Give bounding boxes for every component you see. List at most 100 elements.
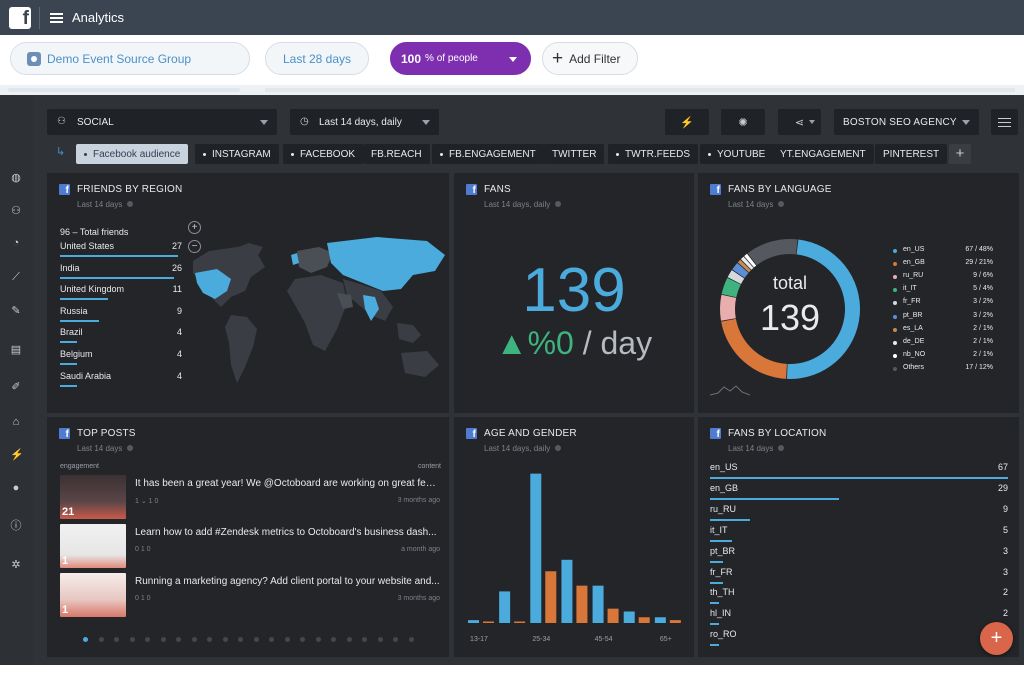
age-bar[interactable] [483,621,494,624]
plug-icon[interactable]: ⚡ [10,449,24,461]
hamburger-menu-icon[interactable] [50,12,63,23]
bug-icon[interactable]: ✲ [11,559,21,571]
agency-dropdown[interactable]: BOSTON SEO AGENCY [834,109,979,135]
age-bar[interactable] [592,585,604,623]
pager-dot[interactable] [114,637,119,642]
pager-dot[interactable] [408,637,414,642]
pager-dot[interactable] [253,637,259,642]
pager-dot[interactable] [393,637,398,642]
donut-slice[interactable] [732,262,749,278]
users-icon[interactable]: ⚇ [11,205,21,217]
world-map[interactable] [187,233,449,403]
age-gender-bar-chart[interactable]: 13-17 25-34 45-54 65+ [462,457,688,653]
region-row[interactable]: Saudi Arabia 4 [60,371,182,391]
period-dropdown[interactable]: ◷ Last 14 days, daily [290,109,439,135]
plugin-button[interactable]: ⚡ [665,109,709,135]
clipboard-icon[interactable]: ▤ [10,344,22,356]
region-row[interactable]: Russia 9 [60,306,182,326]
pager-dot[interactable] [83,637,88,642]
tab-twtr-feeds[interactable]: TWTR.FEEDS [608,144,698,164]
trend-icon[interactable]: ⟋ [12,271,20,283]
donut-slice[interactable] [737,259,751,273]
donut-slice[interactable] [740,256,754,270]
info-icon[interactable]: ⓘ [10,520,22,532]
tab-instagram[interactable]: INSTAGRAM [195,144,279,164]
donut-slice[interactable] [727,270,745,284]
age-bar[interactable] [530,473,542,623]
location-row[interactable]: en_US 67 [710,462,1008,483]
region-row[interactable]: India 26 [60,263,182,283]
zoom-in-button[interactable]: + [188,221,201,234]
dashboard-icon[interactable]: ◔ [12,237,20,249]
region-row[interactable]: United States 27 [60,241,182,261]
tab-yt-engagement[interactable]: YT.ENGAGEMENT [772,144,874,164]
language-donut-chart[interactable] [712,231,868,387]
location-row[interactable]: it_IT 5 [710,525,1008,546]
zoom-out-button[interactable]: − [188,240,201,253]
age-bar[interactable] [545,571,557,623]
age-bar[interactable] [561,559,573,623]
age-bar[interactable] [638,617,650,623]
tab-pinterest[interactable]: PINTEREST [875,144,948,164]
tab-fb-reach[interactable]: FB.REACH [363,144,430,164]
bank-icon[interactable]: ⌂ [12,416,20,428]
pager-dot[interactable] [269,637,274,642]
account-icon[interactable]: ● [12,482,20,494]
tab-twitter[interactable]: TWITTER [544,144,605,164]
add-filter-button[interactable]: + Add Filter [542,42,638,75]
donut-slice[interactable] [720,294,737,321]
location-row[interactable]: en_GB 29 [710,483,1008,504]
globe-icon[interactable]: ◍ [11,172,21,184]
donut-slice[interactable] [744,253,757,268]
location-row[interactable]: ru_RU 9 [710,504,1008,525]
region-row[interactable]: Belgium 4 [60,349,182,369]
pager-dot[interactable] [315,637,321,642]
date-range-selector[interactable]: Last 28 days [265,42,369,75]
age-bar[interactable] [468,620,479,623]
pager-dot[interactable] [129,637,135,642]
age-bar[interactable] [499,591,511,623]
add-tab-button[interactable]: + [949,144,971,164]
donut-slice[interactable] [786,239,860,379]
pager-dot[interactable] [346,637,352,642]
share-button[interactable]: ⋖ [778,109,821,135]
post-row[interactable]: 1 Running a marketing agency? Add client… [60,573,440,617]
location-row[interactable]: ro_RO2 [710,629,1008,650]
post-row[interactable]: 21 It has been a great year! We @Octoboa… [60,475,441,519]
pager-dot[interactable] [160,637,166,642]
post-row[interactable]: 1 Learn how to add #Zendesk metrics to O… [60,524,440,568]
posts-pager[interactable] [83,637,423,643]
region-row[interactable]: Brazil 4 [60,327,182,347]
pager-dot[interactable] [377,637,383,642]
tab-facebook[interactable]: FACEBOOK [283,144,364,164]
age-bar[interactable] [576,585,588,623]
age-bar[interactable] [669,620,681,623]
age-bar[interactable] [623,611,635,623]
location-row[interactable]: pt_BR 3 [710,546,1008,567]
add-widget-button[interactable]: + [980,622,1013,655]
location-row[interactable]: hl_IN 2 [710,608,1008,629]
age-bar[interactable] [514,621,526,624]
region-row[interactable]: United Kingdom 11 [60,284,182,304]
tab-youtube[interactable]: YOUTUBE [700,144,774,164]
pager-dot[interactable] [222,637,228,642]
location-row[interactable]: th_TH 2 [710,587,1008,608]
age-bar[interactable] [607,608,619,623]
donut-slice[interactable] [721,277,741,298]
donut-slice[interactable] [747,239,798,266]
people-filter-dropdown[interactable]: 100 % of people [390,42,531,75]
brush-icon[interactable]: ✐ [11,381,21,393]
menu-button[interactable] [991,109,1018,135]
tab-facebook-audience[interactable]: Facebook audience [76,144,189,164]
age-bar[interactable] [654,617,666,623]
facebook-logo-icon[interactable]: f [9,6,31,29]
pager-dot[interactable] [145,637,150,642]
pager-dot[interactable] [98,637,104,642]
edit-icon[interactable]: ✎ [11,305,21,317]
tab-fb-engagement[interactable]: FB.ENGAGEMENT [432,144,544,164]
pager-dot[interactable] [300,637,305,642]
pager-dot[interactable] [238,637,243,642]
pager-dot[interactable] [176,637,181,642]
pager-dot[interactable] [331,637,336,642]
donut-slice[interactable] [721,318,787,379]
